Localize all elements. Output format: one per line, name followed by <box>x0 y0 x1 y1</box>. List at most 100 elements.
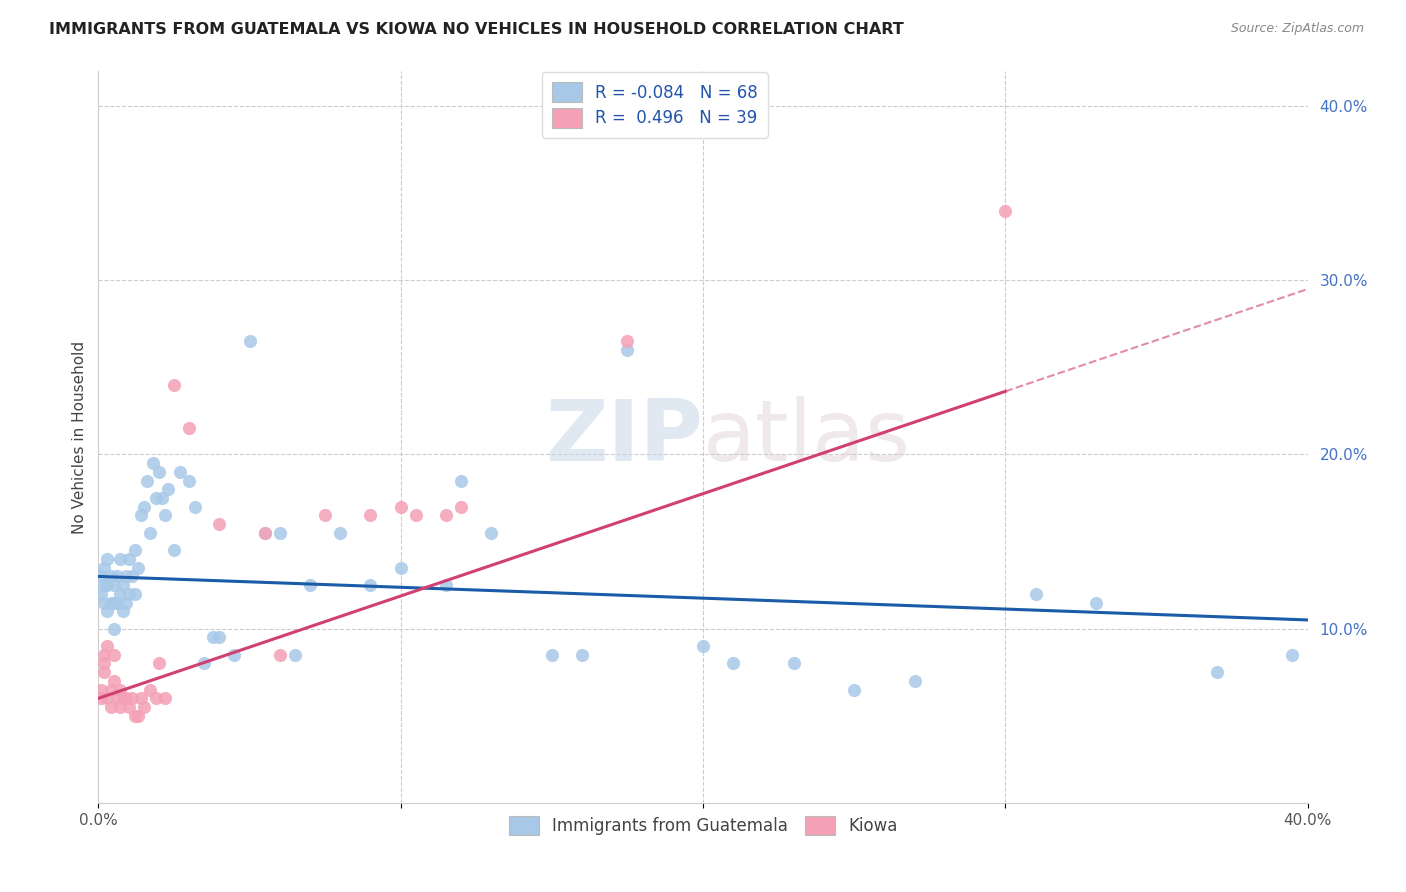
Point <box>108 700 131 714</box>
Point <box>224 648 246 662</box>
Point <box>124 708 146 723</box>
Point <box>96 578 118 592</box>
Point <box>253 525 276 540</box>
Point <box>90 691 112 706</box>
Point <box>616 343 638 357</box>
Text: Source: ZipAtlas.com: Source: ZipAtlas.com <box>1230 22 1364 36</box>
Point <box>405 508 427 523</box>
Point <box>904 673 927 688</box>
Point <box>179 474 201 488</box>
Point <box>121 691 143 706</box>
Point <box>253 525 276 540</box>
Point <box>163 377 186 392</box>
Point <box>148 465 170 479</box>
Point <box>389 560 412 574</box>
Point <box>616 334 638 349</box>
Point <box>124 587 146 601</box>
Point <box>129 691 152 706</box>
Point <box>127 560 149 574</box>
Point <box>994 203 1017 218</box>
Point <box>96 691 118 706</box>
Point <box>108 682 131 697</box>
Point <box>1024 587 1046 601</box>
Point <box>135 474 157 488</box>
Point <box>111 604 134 618</box>
Text: ZIP: ZIP <box>546 395 703 479</box>
Point <box>239 334 262 349</box>
Point <box>142 456 165 470</box>
Point <box>100 700 122 714</box>
Point <box>269 648 291 662</box>
Point <box>360 578 382 592</box>
Point <box>129 508 152 523</box>
Point <box>100 569 122 583</box>
Point <box>139 525 162 540</box>
Point <box>105 595 128 609</box>
Point <box>108 587 131 601</box>
Point <box>1206 665 1229 680</box>
Point <box>127 708 149 723</box>
Y-axis label: No Vehicles in Household: No Vehicles in Household <box>72 341 87 533</box>
Point <box>124 543 146 558</box>
Point <box>284 648 307 662</box>
Point <box>145 491 167 505</box>
Point <box>148 657 170 671</box>
Point <box>153 691 176 706</box>
Point <box>269 525 291 540</box>
Point <box>90 682 112 697</box>
Point <box>299 578 322 592</box>
Point <box>103 578 125 592</box>
Point <box>360 508 382 523</box>
Point <box>450 474 472 488</box>
Point <box>314 508 336 523</box>
Point <box>103 622 125 636</box>
Point <box>118 700 141 714</box>
Point <box>329 525 352 540</box>
Point <box>103 648 125 662</box>
Legend: Immigrants from Guatemala, Kiowa: Immigrants from Guatemala, Kiowa <box>502 809 904 842</box>
Point <box>93 595 115 609</box>
Point <box>184 500 207 514</box>
Point <box>111 691 134 706</box>
Point <box>450 500 472 514</box>
Point <box>103 595 125 609</box>
Point <box>153 508 176 523</box>
Point <box>114 595 136 609</box>
Point <box>90 587 112 601</box>
Text: IMMIGRANTS FROM GUATEMALA VS KIOWA NO VEHICLES IN HOUSEHOLD CORRELATION CHART: IMMIGRANTS FROM GUATEMALA VS KIOWA NO VE… <box>49 22 904 37</box>
Point <box>108 552 131 566</box>
Point <box>105 569 128 583</box>
Point <box>481 525 503 540</box>
Point <box>202 631 225 645</box>
Point <box>1281 648 1303 662</box>
Point <box>540 648 562 662</box>
Point <box>96 639 118 653</box>
Point <box>96 604 118 618</box>
Point <box>93 648 115 662</box>
Point <box>145 691 167 706</box>
Point <box>93 578 115 592</box>
Point <box>150 491 173 505</box>
Point <box>844 682 866 697</box>
Point <box>169 465 191 479</box>
Point <box>114 691 136 706</box>
Point <box>783 657 806 671</box>
Point <box>132 700 155 714</box>
Point <box>389 500 412 514</box>
Point <box>434 508 457 523</box>
Text: atlas: atlas <box>703 395 911 479</box>
Point <box>111 578 134 592</box>
Point <box>118 587 141 601</box>
Point <box>571 648 593 662</box>
Point <box>93 657 115 671</box>
Point <box>193 657 215 671</box>
Point <box>103 673 125 688</box>
Point <box>100 682 122 697</box>
Point <box>179 421 201 435</box>
Point <box>723 657 745 671</box>
Point <box>208 631 231 645</box>
Point <box>434 578 457 592</box>
Point <box>93 560 115 574</box>
Point <box>90 569 112 583</box>
Point <box>132 500 155 514</box>
